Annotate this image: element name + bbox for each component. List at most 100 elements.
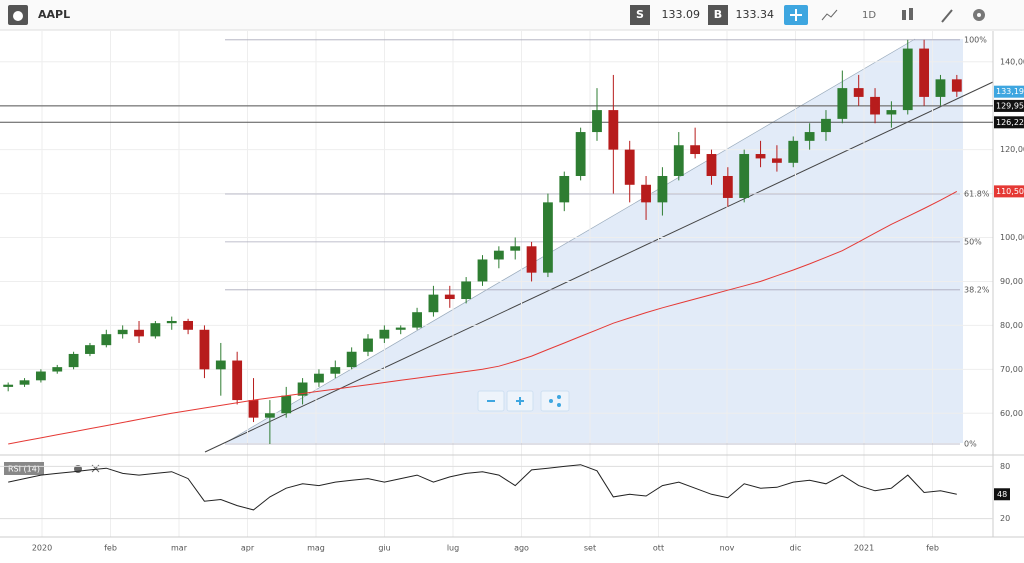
draw-button[interactable] xyxy=(941,9,953,23)
ma-tag xyxy=(994,185,1024,198)
candle-body xyxy=(624,149,635,185)
candle-body xyxy=(281,395,292,414)
buy-price: 133.34 xyxy=(736,8,775,21)
candle-body xyxy=(853,88,864,97)
candle-body xyxy=(641,184,651,203)
y-tick-label: 80,00 xyxy=(1000,321,1023,330)
candle-body xyxy=(199,329,210,370)
x-tick-label: mar xyxy=(171,544,188,553)
candle-body xyxy=(428,294,439,313)
candle-body xyxy=(608,110,619,150)
sell-label: S xyxy=(636,8,644,21)
candle-body xyxy=(575,132,586,176)
y-tick-label: 70,00 xyxy=(1000,365,1023,374)
y-tick-label: 140,00 xyxy=(1000,57,1024,66)
x-tick-label: ago xyxy=(514,544,529,553)
trend-line xyxy=(204,81,994,453)
candle-body xyxy=(951,79,962,92)
interval-button[interactable]: 1D xyxy=(862,10,876,21)
candle-body xyxy=(346,351,357,368)
candle-body xyxy=(493,250,504,260)
candle-body xyxy=(379,329,390,339)
candle-body xyxy=(755,154,766,159)
candle-body xyxy=(461,281,472,300)
level-tag xyxy=(994,116,1024,129)
rsi-label: RSI (14) xyxy=(8,465,40,474)
y-tick-label: 90,00 xyxy=(1000,277,1023,286)
fib-label: 100% xyxy=(964,35,987,44)
candle-body xyxy=(85,345,95,354)
candle-body xyxy=(19,380,30,385)
candle-body xyxy=(101,334,112,346)
y-tick-label: 60,00 xyxy=(1000,409,1023,418)
chart-type-button[interactable] xyxy=(821,9,838,21)
candle-body xyxy=(412,312,422,328)
x-tick-label: mag xyxy=(307,544,325,553)
fib-label: 0% xyxy=(964,440,977,449)
level-label: 126,22 xyxy=(996,118,1024,127)
candle-body xyxy=(690,145,701,155)
moving-average xyxy=(8,190,958,445)
fib-label: 61.8% xyxy=(964,190,990,199)
x-tick-label: dic xyxy=(790,544,802,553)
y-tick-label: 120,00 xyxy=(1000,145,1024,154)
x-tick-label: feb xyxy=(926,544,939,553)
sell-button[interactable] xyxy=(630,5,650,25)
candle-body xyxy=(592,110,602,133)
candle-body xyxy=(477,259,488,282)
share[interactable] xyxy=(540,390,570,412)
x-tick-label: 2020 xyxy=(32,544,52,553)
level-label: 129,95 xyxy=(996,101,1024,110)
channel-fill xyxy=(225,39,963,443)
buy-button[interactable] xyxy=(708,5,728,25)
candle-body xyxy=(117,329,128,335)
candle-body xyxy=(821,118,831,133)
candle-body xyxy=(264,413,275,418)
y-tick-label: 100,00 xyxy=(1000,233,1024,242)
fib-label: 38.2% xyxy=(964,285,990,294)
candle-body xyxy=(68,353,79,368)
candle-body xyxy=(134,329,144,337)
candle-body xyxy=(526,246,537,273)
x-tick-label: 2021 xyxy=(854,544,874,553)
candle-body xyxy=(35,371,46,381)
x-tick-label: nov xyxy=(720,544,735,553)
sell-price: 133.09 xyxy=(662,8,701,21)
candle-body xyxy=(444,294,455,300)
candle-body xyxy=(3,384,14,387)
rsi-tick-label: 80 xyxy=(1000,462,1010,471)
candle-body xyxy=(870,96,880,115)
ma-label: 110,50 xyxy=(996,187,1024,196)
candle-body xyxy=(706,154,717,176)
candle-style-button[interactable] xyxy=(902,10,906,20)
price-label: 133,19 xyxy=(996,87,1024,96)
candle-body xyxy=(314,373,324,383)
candle-body xyxy=(657,175,668,203)
candle-body xyxy=(183,320,193,330)
toolbar xyxy=(0,0,1024,30)
candle-body xyxy=(215,360,226,370)
rsi-tick-label: 20 xyxy=(1000,514,1010,523)
rsi-tag xyxy=(994,488,1010,501)
rsi-value: 48 xyxy=(997,490,1007,499)
x-tick-label: set xyxy=(584,544,596,553)
candle-body xyxy=(232,360,243,401)
rsi-tag[interactable] xyxy=(4,462,44,475)
x-tick-label: giu xyxy=(378,544,390,553)
price-tag xyxy=(994,85,1024,98)
x-tick-label: apr xyxy=(241,544,255,553)
candle-body xyxy=(788,140,799,163)
x-tick-label: ott xyxy=(653,544,664,553)
candle-body xyxy=(673,145,684,176)
candle-body xyxy=(297,382,308,396)
candle-body xyxy=(886,110,897,115)
candle-body xyxy=(166,320,177,324)
level-tag xyxy=(994,99,1024,112)
candle-body xyxy=(935,79,946,97)
candle-body xyxy=(395,327,406,330)
candle-body xyxy=(772,158,782,163)
candle-body xyxy=(804,132,815,141)
candle-body xyxy=(919,48,930,97)
